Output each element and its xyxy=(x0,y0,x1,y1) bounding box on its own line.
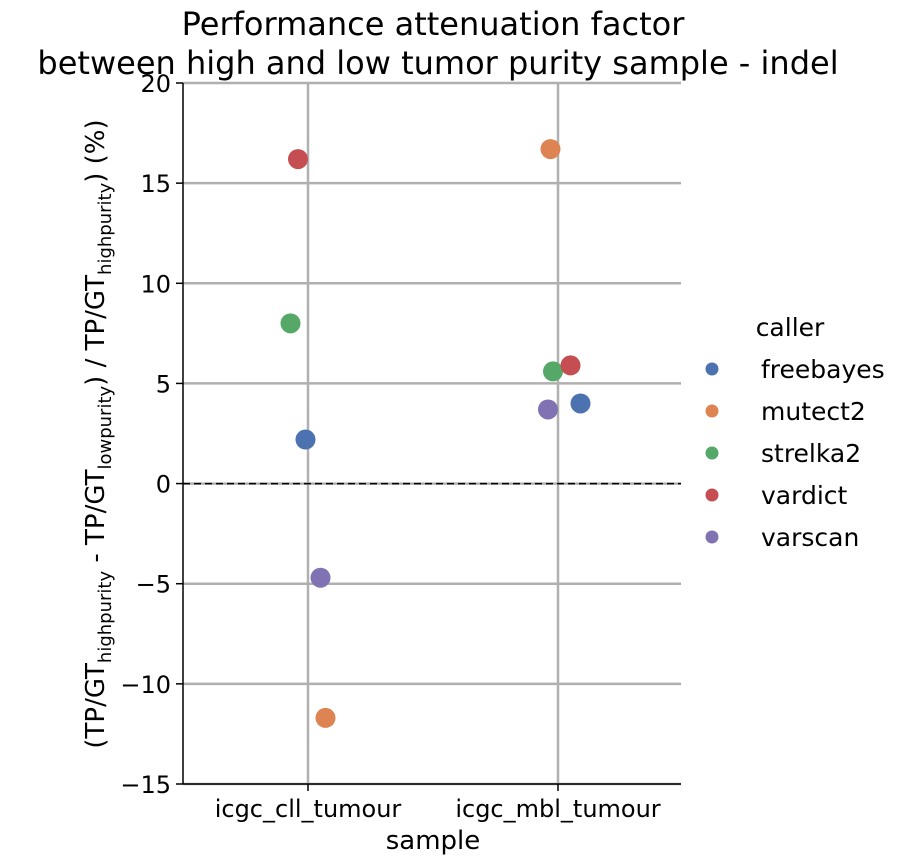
x-tick-label: icgc_mbl_tumour xyxy=(455,795,660,823)
data-point-vardict xyxy=(288,149,308,170)
x-tick-label: icgc_cll_tumour xyxy=(215,795,402,823)
y-tick-label: −10 xyxy=(120,671,171,699)
y-label-sub-1: highpurity xyxy=(95,571,116,664)
data-point-varscan xyxy=(310,567,331,588)
y-label-part-4: ) (%) xyxy=(81,119,111,182)
legend-label-strelka2: strelka2 xyxy=(761,439,861,468)
legend-marker-mutect2 xyxy=(705,404,719,418)
y-tick-label: 15 xyxy=(140,170,171,198)
y-axis-ticks: −15 −10 −5 0 5 10 15 20 xyxy=(120,70,183,799)
y-tick-label: −15 xyxy=(120,771,171,799)
chart-title-line-1: Performance attenuation factor xyxy=(182,5,686,43)
data-point-strelka2 xyxy=(543,361,563,382)
legend: caller freebayes mutect2 strelka2 vardict va… xyxy=(705,313,885,552)
data-point-mutect2 xyxy=(540,139,561,160)
legend-marker-freebayes xyxy=(705,362,719,376)
legend-marker-strelka2 xyxy=(705,446,719,460)
y-tick-label: 20 xyxy=(140,70,171,98)
y-tick-label: 5 xyxy=(156,370,171,398)
chart-title-line-2: between high and low tumor purity sample… xyxy=(37,44,838,82)
legend-label-freebayes: freebayes xyxy=(761,355,885,384)
data-point-vardict xyxy=(560,355,581,376)
x-axis-ticks: icgc_cll_tumour icgc_mbl_tumour xyxy=(215,784,661,823)
legend-label-mutect2: mutect2 xyxy=(761,397,866,426)
data-point-strelka2 xyxy=(280,313,301,334)
y-label-part-1: (TP/GT xyxy=(81,663,111,749)
axes xyxy=(182,83,681,785)
legend-marker-vardict xyxy=(705,488,719,502)
data-point-varscan xyxy=(538,399,558,420)
y-tick-label: 0 xyxy=(156,471,171,499)
y-label-sub-2: lowpurity xyxy=(95,385,116,469)
x-axis-label: sample xyxy=(386,826,481,856)
data-point-freebayes xyxy=(295,429,316,450)
y-tick-label: −5 xyxy=(136,571,171,599)
data-point-mutect2 xyxy=(315,707,336,728)
legend-label-varscan: varscan xyxy=(761,523,859,552)
chart-title: Performance attenuation factor between h… xyxy=(37,5,838,82)
data-point-freebayes xyxy=(570,393,591,414)
y-label-sub-3: highpurity xyxy=(95,182,116,275)
y-label-part-3: ) / TP/GT xyxy=(81,275,111,386)
legend-label-vardict: vardict xyxy=(761,481,848,510)
data-points xyxy=(280,139,591,728)
legend-title: caller xyxy=(756,313,825,342)
y-axis-label: (TP/GThighpurity - TP/GTlowpurity) / TP/… xyxy=(81,119,116,748)
y-tick-label: 10 xyxy=(140,270,171,298)
grid xyxy=(183,81,681,786)
y-label-part-2: - TP/GT xyxy=(81,469,111,570)
legend-marker-varscan xyxy=(705,530,719,544)
